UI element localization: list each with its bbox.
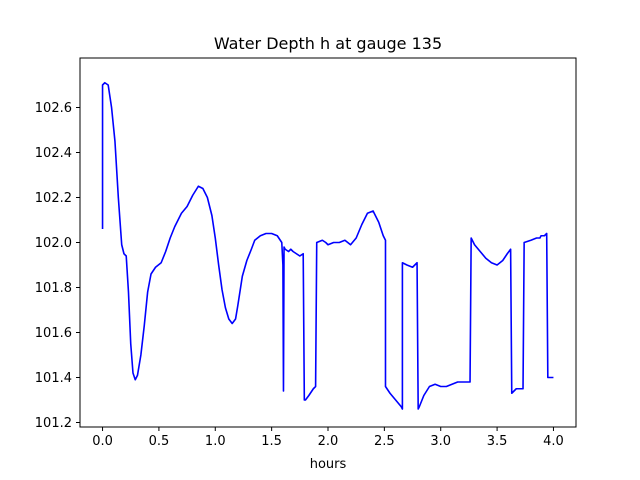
x-tick-label: 3.0 — [430, 434, 451, 449]
plot-frame — [79, 57, 577, 428]
y-tick-label: 102.6 — [35, 101, 72, 116]
chart-title: Water Depth h at gauge 135 — [214, 34, 442, 53]
x-tick-label: 2.0 — [318, 434, 339, 449]
axis-ticks: 0.0 0.5 1.0 1.5 2.0 2.5 3.0 3.5 4.0 101.2 101.4 101… — [35, 101, 564, 449]
y-tick-label: 102.2 — [35, 191, 72, 206]
x-tick-label: 0.0 — [92, 434, 113, 449]
x-tick-label: 1.5 — [261, 434, 282, 449]
y-tick-label: 101.2 — [35, 416, 72, 431]
y-tick-label: 101.4 — [35, 371, 72, 386]
x-tick-label: 1.0 — [205, 434, 226, 449]
y-tick-label: 101.8 — [35, 281, 72, 296]
y-tick-label: 101.6 — [35, 326, 72, 341]
y-tick-label: 102.0 — [35, 236, 72, 251]
x-axis-label: hours — [310, 457, 347, 472]
x-tick-label: 3.5 — [487, 434, 508, 449]
series-line-0 — [101, 81, 554, 410]
x-tick-label: 4.0 — [543, 434, 564, 449]
x-tick-label: 0.5 — [149, 434, 170, 449]
plot-area — [101, 81, 554, 410]
x-tick-label: 2.5 — [374, 434, 395, 449]
y-tick-label: 102.4 — [35, 146, 72, 161]
